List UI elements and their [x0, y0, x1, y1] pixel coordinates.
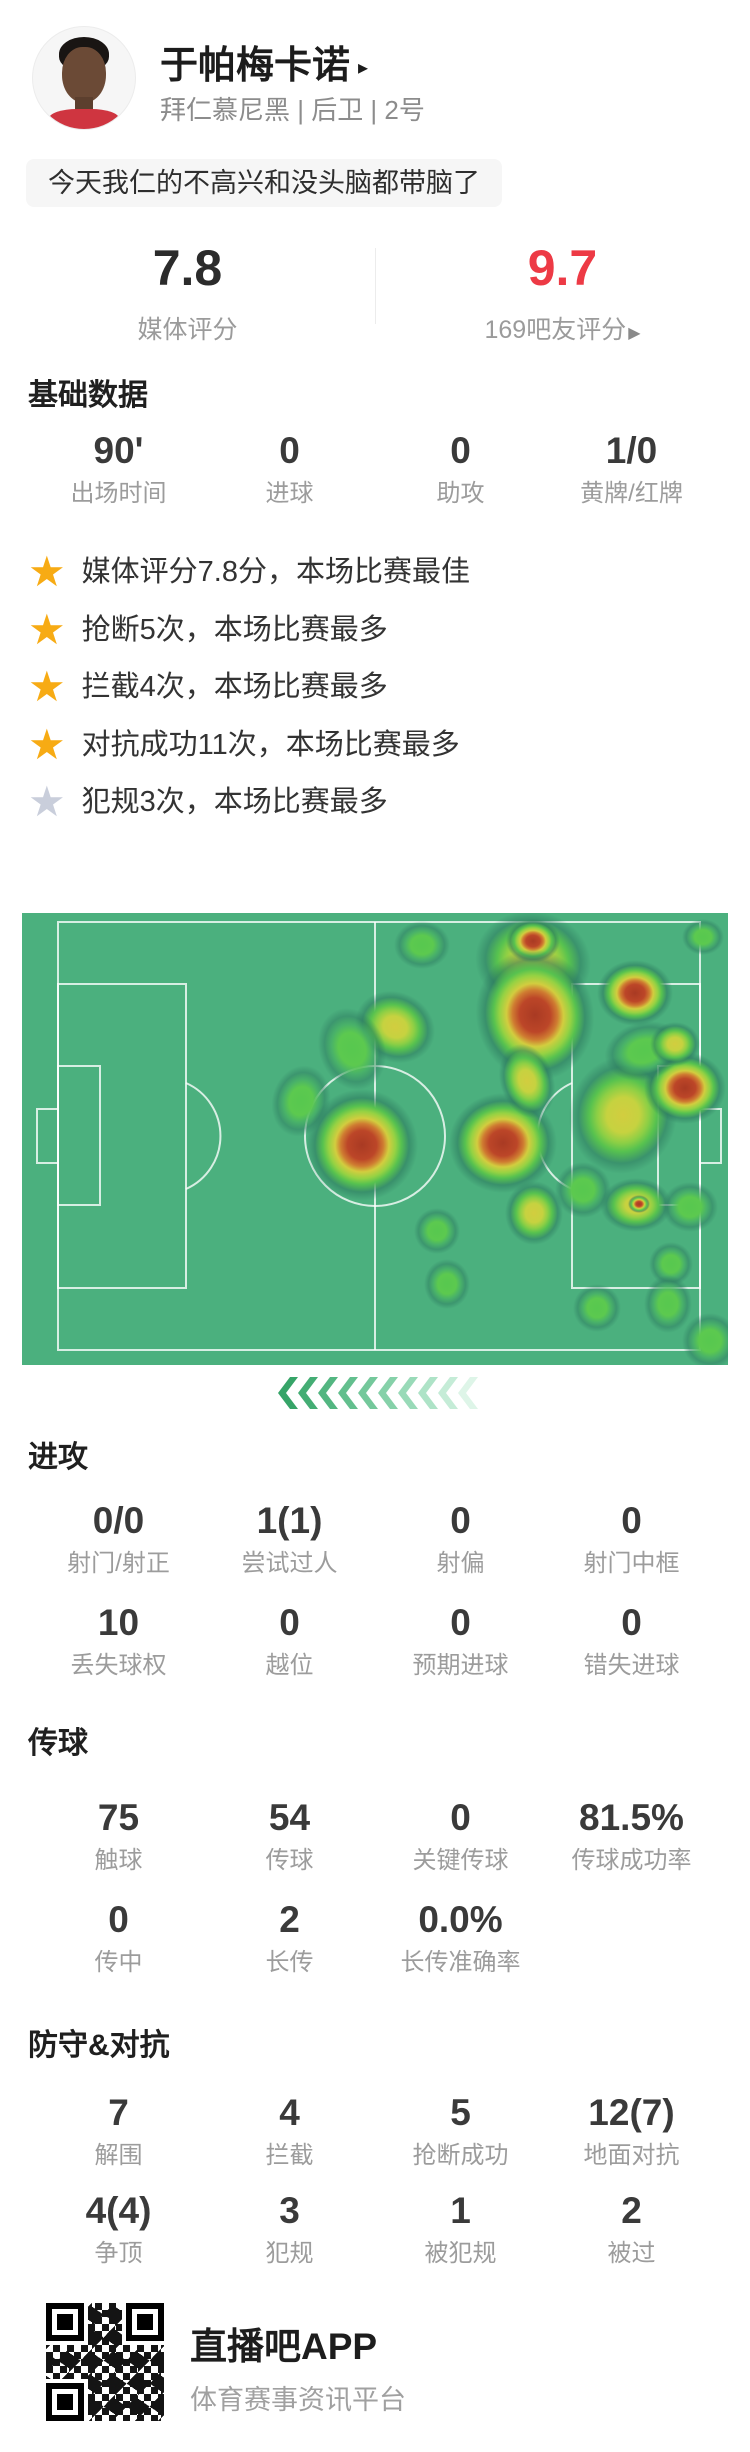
- fan-rating-block[interactable]: 9.7 169吧友评分 ▶: [375, 240, 750, 346]
- stat-crosses: 0 传中: [94, 1899, 143, 1976]
- stat-fouled: 1 被犯规: [424, 2190, 497, 2267]
- chevron-right-icon: ▶: [628, 325, 641, 342]
- highlight-item: ★ 对抗成功11次，本场比赛最多: [28, 721, 460, 768]
- basic-stats-row: 90' 出场时间 0 进球 0 助攻 1/0 黄牌/红牌: [33, 428, 717, 510]
- section-title-attack: 进攻: [28, 1441, 88, 1474]
- media-rating-block: 7.8 媒体评分: [0, 240, 375, 346]
- fan-rating-value: 9.7: [527, 240, 598, 296]
- qr-finder-icon: [126, 2303, 164, 2341]
- pitch-lines: [36, 921, 722, 1351]
- player-name-link[interactable]: 于帕梅卡诺 ▸: [160, 34, 368, 89]
- attack-stats-row-2: 10 丢失球权 0 越位 0 预期进球 0 错失进球: [33, 1600, 717, 1682]
- stat-touches: 75 触球: [94, 1797, 143, 1874]
- chevron-left-icon: [378, 1377, 398, 1409]
- player-avatar[interactable]: [32, 26, 136, 130]
- qr-finder-icon: [46, 2383, 84, 2421]
- rating-divider: [375, 248, 376, 324]
- stat-aerial-duels: 4(4) 争顶: [85, 2190, 152, 2267]
- stat-fouls: 3 犯规: [265, 2190, 314, 2267]
- chevron-left-icon: [318, 1377, 338, 1409]
- chevron-left-icon: [358, 1377, 378, 1409]
- heatmap-pitch: [22, 913, 728, 1365]
- chevron-left-icon: [298, 1377, 318, 1409]
- app-qr-code: [46, 2303, 164, 2421]
- attack-direction-arrows: [278, 1377, 478, 1409]
- highlight-item: ★ 拦截4次，本场比赛最多: [28, 663, 388, 710]
- star-icon: ★: [28, 663, 66, 710]
- stat-passes: 54 传球: [265, 1797, 314, 1874]
- stat-pass-accuracy: 81.5% 传球成功率: [571, 1797, 692, 1874]
- fan-rating-label: 169吧友评分 ▶: [484, 316, 641, 344]
- attack-stats-row-1: 0/0 射门/射正 1(1) 尝试过人 0 射偏 0 射门中框: [33, 1498, 717, 1580]
- defense-stats-row-1: 7 解围 4 拦截 5 抢断成功 12(7) 地面对抗: [33, 2090, 717, 2172]
- stat-ground-duels: 12(7) 地面对抗: [583, 2092, 680, 2169]
- stat-dribbled-past: 2 被过: [607, 2190, 656, 2267]
- section-title-passing: 传球: [28, 1727, 88, 1760]
- qr-finder-icon: [46, 2303, 84, 2341]
- stat-key-passes: 0 关键传球: [412, 1797, 509, 1874]
- stat-clearances: 7 解围: [94, 2092, 143, 2169]
- stat-assists: 0 助攻: [436, 430, 485, 507]
- chevron-left-icon: [398, 1377, 418, 1409]
- stat-cards: 1/0 黄牌/红牌: [580, 430, 683, 507]
- section-title-basic: 基础数据: [28, 379, 148, 412]
- defense-stats-row-2: 4(4) 争顶 3 犯规 1 被犯规 2 被过: [33, 2188, 717, 2270]
- highlight-item: ★ 抢断5次，本场比赛最多: [28, 606, 388, 653]
- avatar-face: [62, 47, 106, 103]
- star-icon: ★: [28, 778, 66, 825]
- stat-goals: 0 进球: [265, 430, 314, 507]
- stat-shots-woodwork: 0 射门中框: [583, 1500, 680, 1577]
- stat-tackles-won: 5 抢断成功: [412, 2092, 509, 2169]
- app-name: 直播吧APP: [190, 2326, 378, 2367]
- media-rating-value: 7.8: [152, 240, 223, 296]
- highlight-item: ★ 媒体评分7.8分，本场比赛最佳: [28, 548, 470, 595]
- editor-comment: 今天我仁的不高兴和没头脑都带脑了: [26, 159, 502, 207]
- player-team-position: 拜仁慕尼黑 | 后卫 | 2号: [160, 95, 425, 125]
- media-rating-label: 媒体评分: [137, 316, 238, 344]
- stat-possession-lost: 10 丢失球权: [70, 1602, 167, 1679]
- section-title-defense: 防守&对抗: [28, 2029, 170, 2062]
- stat-long-ball-accuracy: 0.0% 长传准确率: [400, 1899, 521, 1976]
- player-name: 于帕梅卡诺: [160, 45, 351, 87]
- chevron-left-icon: [278, 1377, 298, 1409]
- stat-shots-off: 0 射偏: [436, 1500, 485, 1577]
- avatar-jersey: [49, 109, 119, 129]
- chevron-left-icon: [438, 1377, 458, 1409]
- highlight-item: ★ 犯规3次，本场比赛最多: [28, 778, 388, 825]
- app-tagline: 体育赛事资讯平台: [190, 2385, 406, 2415]
- chevron-left-icon: [338, 1377, 358, 1409]
- star-icon: ★: [28, 548, 66, 595]
- stat-xg: 0 预期进球: [412, 1602, 509, 1679]
- stat-interceptions: 4 拦截: [265, 2092, 314, 2169]
- stat-long-balls: 2 长传: [265, 1899, 314, 1976]
- star-icon: ★: [28, 606, 66, 653]
- stat-minutes: 90' 出场时间: [70, 430, 167, 507]
- stat-shots: 0/0 射门/射正: [67, 1500, 170, 1577]
- stat-offsides: 0 越位: [265, 1602, 314, 1679]
- chevron-left-icon: [418, 1377, 438, 1409]
- passing-stats-row-1: 75 触球 54 传球 0 关键传球 81.5% 传球成功率: [33, 1795, 717, 1877]
- star-icon: ★: [28, 721, 66, 768]
- passing-stats-row-2: 0 传中 2 长传 0.0% 长传准确率: [33, 1897, 717, 1979]
- chevron-right-icon: ▸: [358, 57, 369, 79]
- stat-dribbles: 1(1) 尝试过人: [241, 1500, 338, 1577]
- stat-missed-goals: 0 错失进球: [583, 1602, 680, 1679]
- chevron-left-icon: [458, 1377, 478, 1409]
- stat-empty: [546, 1897, 717, 1979]
